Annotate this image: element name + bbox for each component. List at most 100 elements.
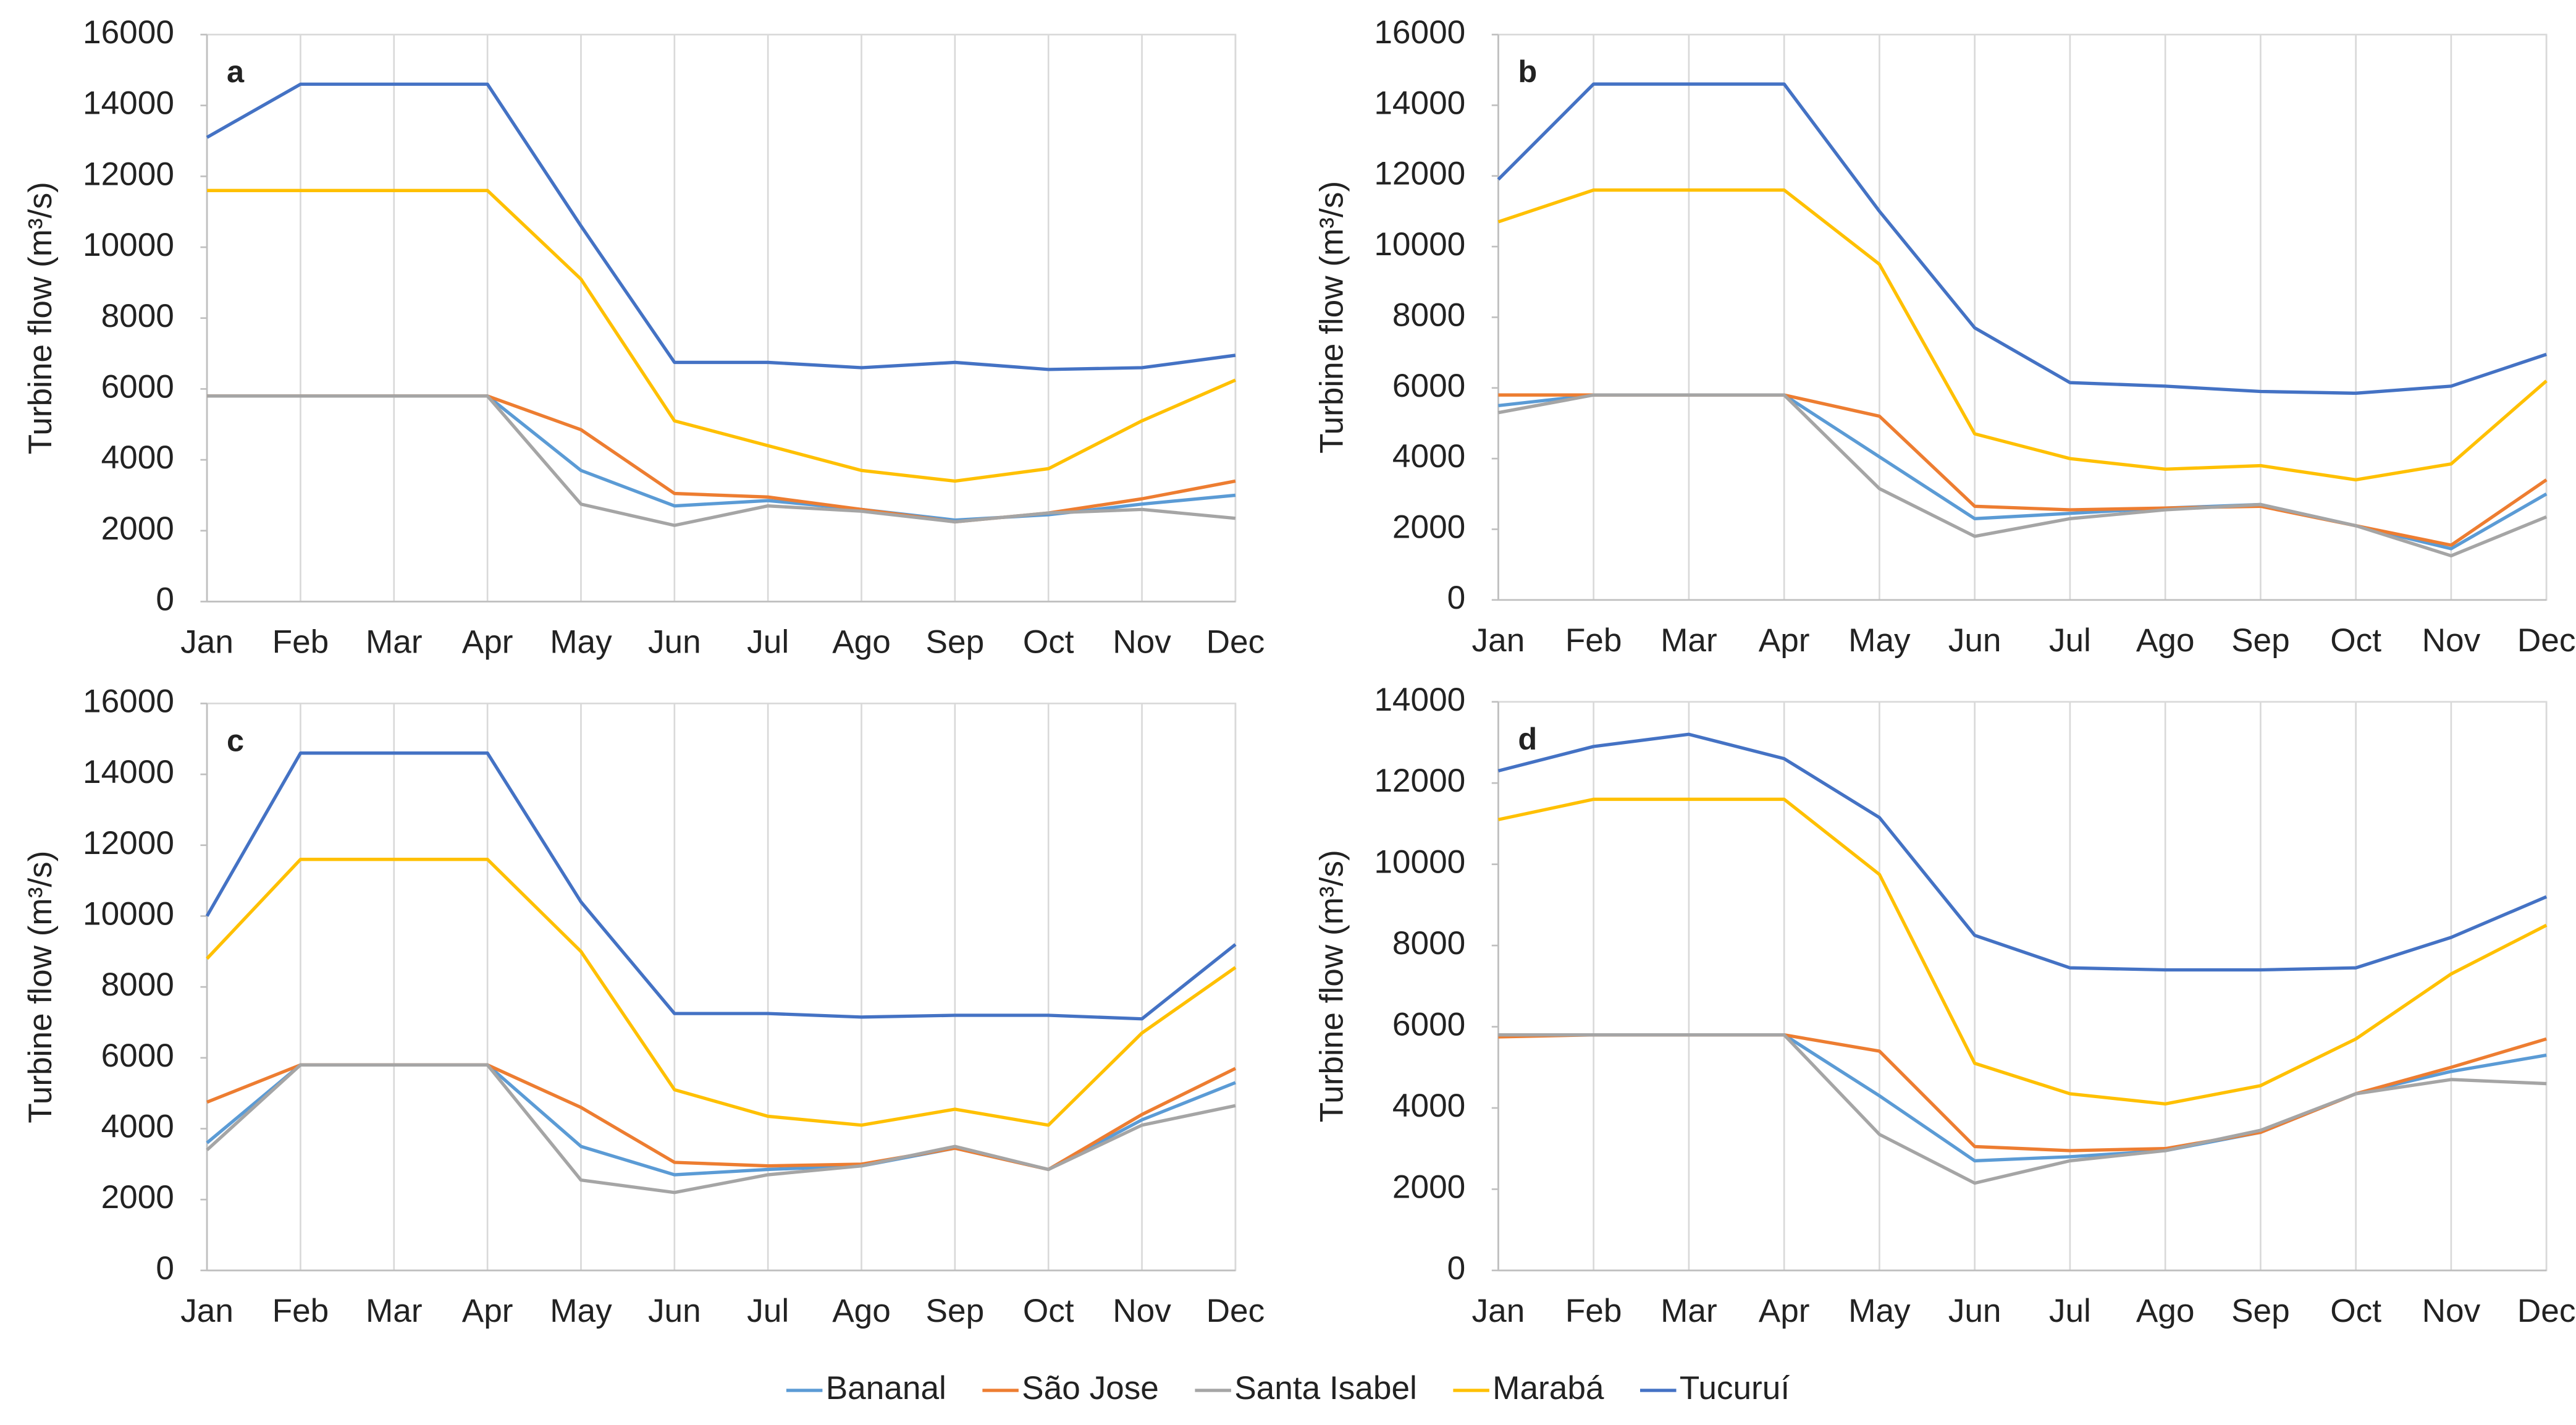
x-tick-label: Apr bbox=[462, 624, 513, 661]
x-tick-label: Mar bbox=[366, 624, 423, 661]
x-tick-label: Feb bbox=[272, 1293, 329, 1329]
series-line bbox=[206, 1063, 1236, 1195]
panel-label: b bbox=[1518, 54, 1537, 89]
y-tick-label: 12000 bbox=[83, 825, 174, 861]
y-tick-label: 10000 bbox=[83, 895, 174, 932]
y-tick-label: 16000 bbox=[1374, 14, 1465, 51]
y-tick-label: 12000 bbox=[83, 156, 174, 192]
series-line bbox=[1498, 1033, 2547, 1163]
y-tick-label: 8000 bbox=[1392, 297, 1465, 333]
y-tick-label: 0 bbox=[1447, 1250, 1466, 1287]
series-line bbox=[1497, 393, 2548, 558]
panel-label: a bbox=[227, 54, 245, 89]
y-tick-label: 8000 bbox=[101, 298, 174, 334]
y-tick-label: 14000 bbox=[83, 754, 174, 790]
x-tick-label: Sep bbox=[926, 1293, 985, 1329]
y-tick-label: 4000 bbox=[101, 439, 174, 476]
y-tick-label: 12000 bbox=[1374, 763, 1465, 799]
y-tick-label: 6000 bbox=[101, 368, 174, 405]
x-tick-label: Feb bbox=[1565, 1293, 1622, 1329]
series-line bbox=[1498, 1033, 2547, 1152]
legend-label: Santa Isabel bbox=[1234, 1370, 1417, 1406]
x-tick-label: Nov bbox=[1113, 624, 1171, 661]
x-tick-label: Ago bbox=[832, 1293, 891, 1329]
x-tick-label: Feb bbox=[272, 624, 329, 661]
y-axis-label: Turbine flow (m³/s) bbox=[1314, 850, 1350, 1122]
y-tick-label: 0 bbox=[156, 1250, 174, 1287]
y-tick-label: 0 bbox=[1447, 580, 1466, 616]
y-axis-label: Turbine flow (m³/s) bbox=[22, 851, 59, 1123]
y-tick-label: 4000 bbox=[1392, 438, 1465, 475]
x-tick-label: Feb bbox=[1565, 622, 1622, 659]
plot-frame bbox=[206, 703, 1237, 1272]
legend-label: Bananal bbox=[826, 1370, 946, 1406]
y-tick-label: 2000 bbox=[101, 1179, 174, 1216]
series-line bbox=[206, 858, 1237, 1127]
legend-label: São Jose bbox=[1022, 1370, 1159, 1406]
y-tick-label: 2000 bbox=[1392, 1169, 1465, 1205]
series-line bbox=[206, 1063, 1236, 1177]
x-tick-label: Nov bbox=[2422, 622, 2481, 659]
x-tick-label: Oct bbox=[2330, 622, 2381, 659]
x-tick-label: Jun bbox=[648, 624, 701, 661]
x-tick-label: Dec bbox=[2517, 1293, 2576, 1329]
y-tick-label: 14000 bbox=[1374, 85, 1465, 121]
x-tick-label: Jun bbox=[648, 1293, 701, 1329]
y-tick-label: 12000 bbox=[1374, 156, 1465, 192]
legend: Bananal São Jose Santa Isabel Marabá Tucuruí bbox=[786, 1370, 1790, 1406]
x-tick-label: Sep bbox=[926, 624, 985, 661]
panel-label: c bbox=[227, 723, 244, 758]
x-tick-label: Jul bbox=[2049, 622, 2091, 659]
x-tick-label: Jun bbox=[1948, 622, 2001, 659]
x-tick-label: Apr bbox=[462, 1293, 513, 1329]
x-tick-label: Jan bbox=[1472, 1293, 1525, 1329]
x-tick-label: Jan bbox=[180, 1293, 234, 1329]
y-tick-label: 14000 bbox=[1374, 682, 1465, 718]
series-line bbox=[207, 394, 1236, 527]
series-line bbox=[207, 394, 1236, 522]
x-tick-label: Oct bbox=[1023, 1293, 1074, 1329]
series-line bbox=[1498, 393, 2548, 547]
series-line bbox=[1497, 188, 2548, 482]
x-tick-label: Ago bbox=[2136, 1293, 2195, 1329]
x-tick-label: May bbox=[550, 1293, 612, 1329]
x-tick-label: Apr bbox=[1759, 1293, 1810, 1329]
x-tick-label: Ago bbox=[832, 624, 891, 661]
x-tick-label: Nov bbox=[2422, 1293, 2481, 1329]
y-tick-label: 4000 bbox=[1392, 1088, 1465, 1124]
y-tick-label: 16000 bbox=[83, 683, 174, 719]
series-line bbox=[1497, 82, 2547, 395]
x-tick-label: Sep bbox=[2231, 622, 2290, 659]
x-tick-label: Mar bbox=[1661, 1293, 1717, 1329]
series-line bbox=[205, 751, 1237, 1021]
series-line bbox=[1498, 393, 2548, 551]
x-tick-label: Apr bbox=[1759, 622, 1810, 659]
y-axis-label: Turbine flow (m³/s) bbox=[22, 182, 59, 454]
series-line bbox=[1497, 797, 2548, 1106]
y-tick-label: 14000 bbox=[83, 85, 174, 122]
x-tick-label: May bbox=[1848, 1293, 1911, 1329]
plot-frame bbox=[1497, 701, 2548, 1272]
y-tick-label: 10000 bbox=[1374, 844, 1465, 881]
x-tick-label: Dec bbox=[1206, 624, 1265, 661]
x-tick-label: Oct bbox=[2330, 1293, 2381, 1329]
legend-label: Tucuruí bbox=[1680, 1370, 1790, 1406]
y-tick-label: 10000 bbox=[83, 227, 174, 263]
x-tick-label: Nov bbox=[1113, 1293, 1171, 1329]
series-line bbox=[1498, 1033, 2547, 1185]
y-tick-label: 0 bbox=[156, 581, 174, 618]
y-tick-label: 6000 bbox=[1392, 1007, 1465, 1043]
panel-label: d bbox=[1518, 721, 1537, 756]
series-line bbox=[207, 188, 1236, 483]
x-tick-label: Jul bbox=[747, 1293, 789, 1329]
y-tick-label: 6000 bbox=[1392, 368, 1465, 404]
y-tick-label: 2000 bbox=[1392, 509, 1465, 546]
x-tick-label: Jan bbox=[1472, 622, 1525, 659]
y-tick-label: 4000 bbox=[101, 1109, 174, 1145]
x-tick-label: May bbox=[1848, 622, 1911, 659]
x-tick-label: Jan bbox=[180, 624, 234, 661]
x-tick-label: Dec bbox=[1206, 1293, 1265, 1329]
x-tick-label: Dec bbox=[2517, 622, 2576, 659]
y-axis-label: Turbine flow (m³/s) bbox=[1314, 181, 1350, 454]
